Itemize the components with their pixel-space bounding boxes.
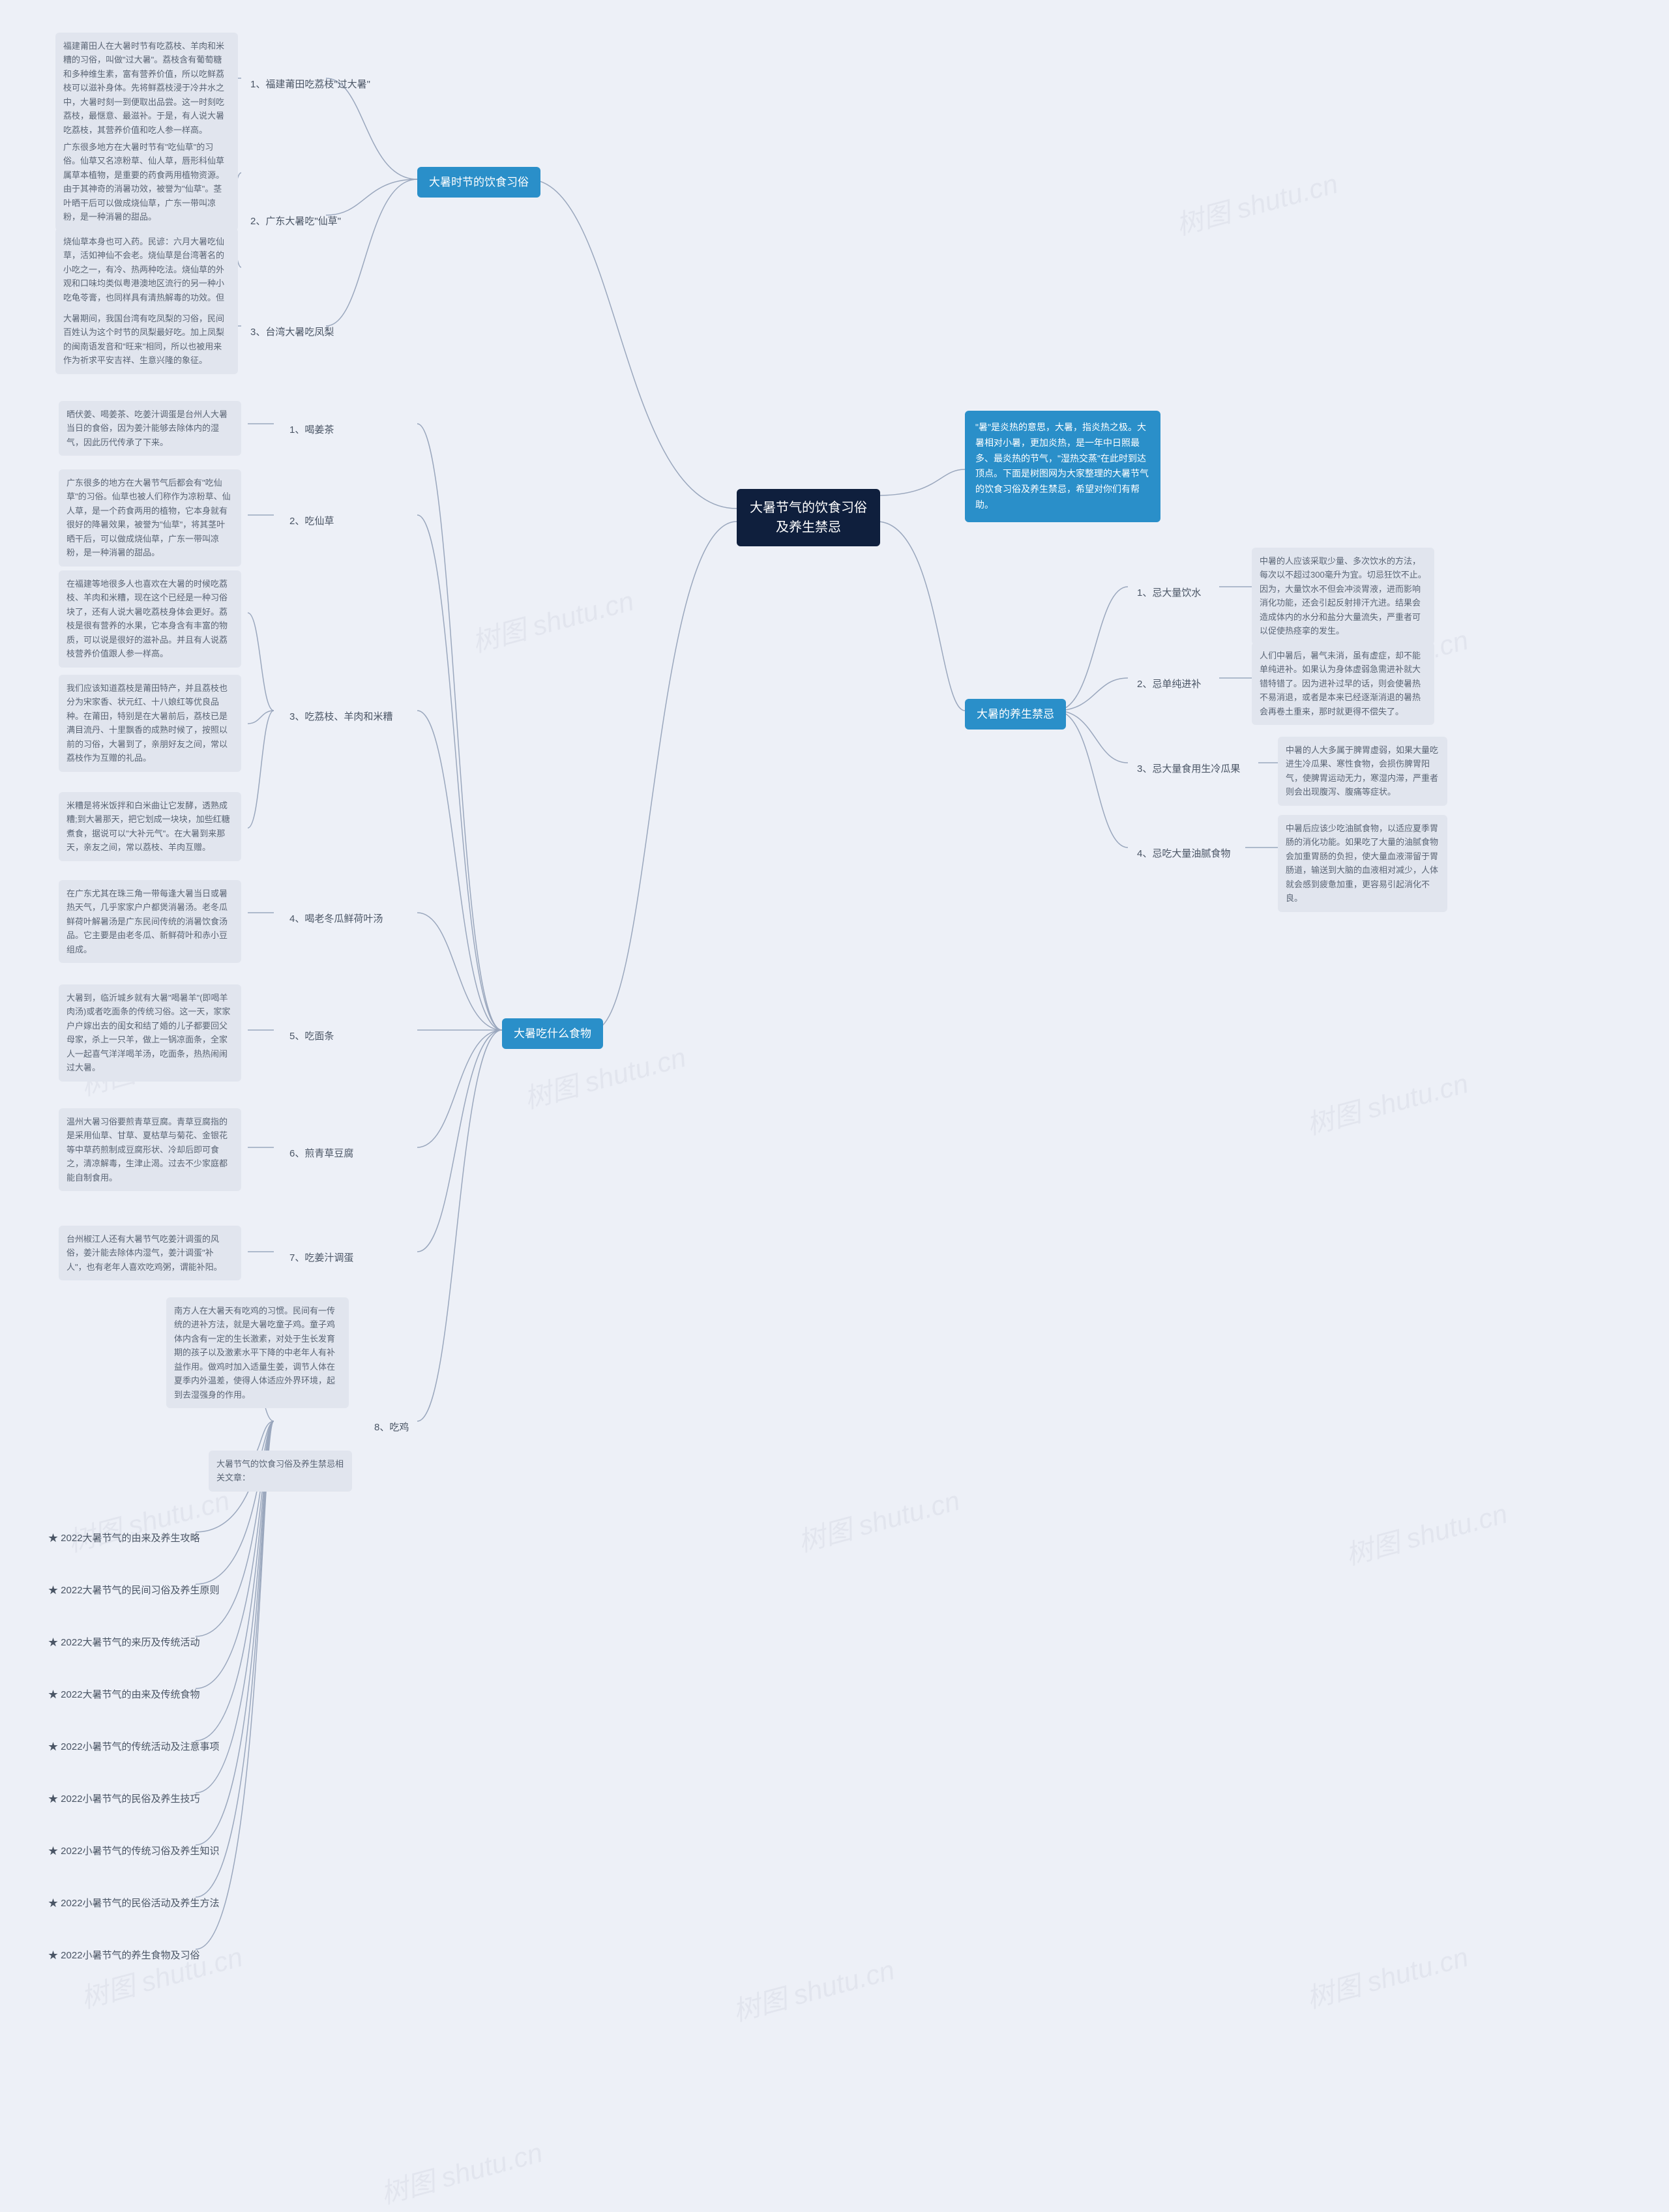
related-1: ★ 2022大暑节气的民间习俗及养生原则 <box>39 1576 229 1605</box>
taboos-leaf-4: 中暑后应该少吃油腻食物，以适应夏季胃肠的消化功能。如果吃了大量的油腻食物会加重胃… <box>1278 815 1447 912</box>
foods-leaf-8b: 大暑节气的饮食习俗及养生禁忌相关文章： <box>209 1451 352 1492</box>
taboos-leaf-3: 中暑的人大多属于脾胃虚弱，如果大量吃进生冷瓜果、寒性食物，会损伤脾胃阳气，使脾胃… <box>1278 737 1447 806</box>
foods-item-1: 1、喝姜茶 <box>280 416 343 445</box>
foods-item-3: 3、吃荔枝、羊肉和米糟 <box>280 703 402 731</box>
customs-item-1: 1、福建莆田吃荔枝"过大暑" <box>241 70 379 99</box>
foods-item-6: 6、煎青草豆腐 <box>280 1140 362 1168</box>
taboos-item-3: 3、忌大量食用生冷瓜果 <box>1128 755 1249 784</box>
related-5: ★ 2022小暑节气的民俗及养生技巧 <box>39 1785 209 1814</box>
foods-leaf-3c: 米糟是将米饭拌和白米曲让它发酵，透熟成糟;到大暑那天，把它划成一块块，加些红糖煮… <box>59 792 241 861</box>
taboos-item-4: 4、忌吃大量油腻食物 <box>1128 840 1239 868</box>
foods-leaf-3a: 在福建等地很多人也喜欢在大暑的时候吃荔枝、羊肉和米糟，现在这个已经是一种习俗块了… <box>59 570 241 668</box>
foods-leaf-1: 晒伏姜、喝姜茶、吃姜汁调蛋是台州人大暑当日的食俗，因为姜汁能够去除体内的湿气，因… <box>59 401 241 456</box>
related-0: ★ 2022大暑节气的由来及养生攻略 <box>39 1524 209 1553</box>
related-3: ★ 2022大暑节气的由来及传统食物 <box>39 1681 209 1709</box>
foods-leaf-3b: 我们应该知道荔枝是莆田特产，并且荔枝也分为宋家香、状元红、十八娘红等优良品种。在… <box>59 675 241 772</box>
foods-leaf-8a: 南方人在大暑天有吃鸡的习惯。民间有一传统的进补方法，就是大暑吃童子鸡。童子鸡体内… <box>166 1297 349 1408</box>
taboos-item-1: 1、忌大量饮水 <box>1128 579 1210 608</box>
branch-customs: 大暑时节的饮食习俗 <box>417 167 540 198</box>
taboos-leaf-2: 人们中暑后，暑气未消，虽有虚症，却不能单纯进补。如果认为身体虚弱急需进补就大错特… <box>1252 642 1434 725</box>
branch-foods: 大暑吃什么食物 <box>502 1018 603 1049</box>
foods-item-7: 7、吃姜汁调蛋 <box>280 1244 362 1273</box>
foods-item-5: 5、吃面条 <box>280 1022 343 1051</box>
customs-leaf-2a: 广东很多地方在大暑时节有"吃仙草"的习俗。仙草又名凉粉草、仙人草，唇形科仙草属草… <box>55 134 238 231</box>
branch-taboos: 大暑的养生禁忌 <box>965 699 1066 730</box>
foods-leaf-4: 在广东尤其在珠三角一带每逢大暑当日或暑热天气，几乎家家户户都煲消暑汤。老冬瓜鲜荷… <box>59 880 241 963</box>
related-2: ★ 2022大暑节气的来历及传统活动 <box>39 1629 209 1657</box>
customs-leaf-1: 福建莆田人在大暑时节有吃荔枝、羊肉和米糟的习俗，叫做"过大暑"。荔枝含有葡萄糖和… <box>55 33 238 143</box>
root-node: 大暑节气的饮食习俗及养生禁忌 <box>737 489 880 546</box>
customs-item-2: 2、广东大暑吃"仙草" <box>241 207 350 236</box>
taboos-leaf-1: 中暑的人应该采取少量、多次饮水的方法，每次以不超过300毫升为宜。切忌狂饮不止。… <box>1252 548 1434 645</box>
taboos-item-2: 2、忌单纯进补 <box>1128 670 1210 699</box>
customs-leaf-3: 大暑期间，我国台湾有吃凤梨的习俗，民间百姓认为这个时节的凤梨最好吃。加上凤梨的闽… <box>55 305 238 374</box>
related-8: ★ 2022小暑节气的养生食物及习俗 <box>39 1941 209 1970</box>
intro-box: "暑"是炎热的意思，大暑，指炎热之极。大暑相对小暑，更加炎热，是一年中日照最多、… <box>965 411 1160 522</box>
foods-item-2: 2、吃仙草 <box>280 507 343 536</box>
foods-item-4: 4、喝老冬瓜鲜荷叶汤 <box>280 905 392 934</box>
foods-item-8: 8、吃鸡 <box>365 1413 418 1442</box>
related-7: ★ 2022小暑节气的民俗活动及养生方法 <box>39 1889 229 1918</box>
foods-leaf-2: 广东很多的地方在大暑节气后都会有"吃仙草"的习俗。仙草也被人们称作为凉粉草、仙人… <box>59 469 241 567</box>
customs-item-3: 3、台湾大暑吃凤梨 <box>241 318 343 347</box>
related-6: ★ 2022小暑节气的传统习俗及养生知识 <box>39 1837 229 1866</box>
foods-leaf-6: 温州大暑习俗要煎青草豆腐。青草豆腐指的是采用仙草、甘草、夏枯草与菊花、金银花等中… <box>59 1108 241 1191</box>
foods-leaf-5: 大暑到，临沂城乡就有大暑"喝暑羊"(即喝羊肉汤)或者吃面条的传统习俗。这一天，家… <box>59 984 241 1082</box>
related-4: ★ 2022小暑节气的传统活动及注意事项 <box>39 1733 229 1762</box>
foods-leaf-7: 台州椒江人还有大暑节气吃姜汁调蛋的风俗，姜汁能去除体内湿气，姜汁调蛋"补人"，也… <box>59 1226 241 1280</box>
